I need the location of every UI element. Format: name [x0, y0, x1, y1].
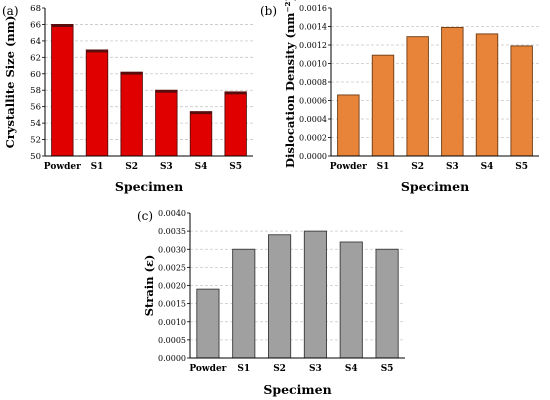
bar-top-edge [224, 91, 247, 95]
bar-s5 [375, 248, 399, 359]
bar-s1 [85, 49, 109, 157]
x-tick-label: S2 [125, 162, 138, 172]
y-tick-label: 56 [30, 103, 41, 113]
x-tick-label: S3 [160, 162, 173, 172]
bar-top-edge [155, 90, 178, 93]
x-tick-label: Powder [189, 364, 226, 374]
y-tick-label: 0.0020 [158, 282, 186, 291]
bar-s3 [303, 230, 327, 359]
y-tick-label: 52 [30, 136, 41, 146]
y-tick-label: 60 [30, 70, 41, 80]
panel-label: (a) [2, 4, 19, 18]
panel-b: (b) 0.0000 0.0002 0.0004 0.0006 0.0008 0.0010 0… [258, 0, 550, 200]
bar-s2 [120, 71, 143, 157]
panel-label: (c) [137, 209, 153, 223]
bar-s3 [155, 89, 178, 157]
y-tick-label: 54 [30, 119, 41, 129]
axes [44, 8, 253, 157]
y-axis-label: Crystallite Size (nm) [3, 16, 17, 149]
x-tick-label: S2 [273, 364, 286, 374]
y-tick-label: 0.0014 [299, 23, 327, 32]
x-tick-label: Powder [44, 162, 81, 172]
chart-a: (a) 50 52 54 56 58 60 62 64 66 68 Powder S1 S2 S3 S4 S5 S… [2, 4, 253, 194]
bar-top-edge [120, 72, 143, 75]
y-axis-label: Strain (ε) [142, 255, 156, 317]
y-tick-label: 0.0010 [158, 318, 186, 327]
bar-top-edge [86, 49, 108, 53]
y-tick-label: 0.0035 [158, 227, 186, 236]
y-tick-label: 64 [30, 37, 41, 47]
x-tick-label: S5 [381, 364, 394, 374]
y-tick-label: 50 [30, 152, 41, 162]
x-axis-label: Specimen [401, 179, 469, 194]
x-tick-label: S5 [229, 162, 242, 172]
x-tick-label: Powder [330, 162, 367, 172]
y-tick-label: 0.0010 [299, 60, 327, 69]
x-tick-label: S3 [446, 162, 459, 172]
y-tick-label: 0.0015 [158, 300, 186, 309]
bar-powder [51, 23, 74, 157]
x-axis-label: Specimen [115, 179, 183, 194]
x-tick-label: S5 [515, 162, 528, 172]
y-tick-label: 0.0025 [158, 263, 186, 272]
axes [189, 213, 405, 359]
bar-top-edge [190, 111, 212, 115]
panel-c: (c) 0.0000 0.0005 0.0010 0.0015 0.0020 0.0025 0… [135, 205, 415, 400]
bar-s2 [268, 234, 292, 359]
bar-powder [196, 288, 220, 359]
bar-s5 [224, 91, 247, 157]
panel-a: (a) 50 52 54 56 58 60 62 64 66 68 Powder S1 S2 S3 S4 S5 S… [0, 0, 270, 200]
y-tick-label: 0.0002 [299, 134, 327, 143]
y-tick-label: 0.0000 [299, 152, 327, 161]
bar-s4 [475, 33, 499, 157]
y-tick-label: 0.0006 [299, 97, 327, 106]
chart-c: (c) 0.0000 0.0005 0.0010 0.0015 0.0020 0.0025 0… [137, 209, 405, 397]
x-tick-label: S4 [345, 364, 358, 374]
bar-s5 [510, 45, 533, 157]
y-tick-label: 0.0040 [158, 209, 186, 218]
y-axis-label: Dislocation Density (nm⁻²) [283, 0, 297, 168]
y-tick-label: 0.0000 [158, 354, 186, 363]
bar-s4 [189, 111, 213, 157]
y-tick-label: 0.0008 [299, 78, 327, 87]
bar-s4 [339, 241, 363, 359]
bar-top-edge [51, 24, 74, 27]
bar-s1 [371, 54, 395, 157]
x-axis-label: Specimen [263, 382, 331, 397]
y-tick-label: 58 [30, 86, 41, 96]
bar-powder [337, 94, 360, 157]
y-tick-label: 0.0012 [299, 41, 327, 50]
y-tick-label: 0.0005 [158, 336, 186, 345]
y-tick-label: 66 [30, 20, 41, 30]
chart-b: (b) 0.0000 0.0002 0.0004 0.0006 0.0008 0.0010 0… [260, 0, 539, 194]
y-tick-label: 62 [30, 53, 41, 63]
y-tick-label: 0.0030 [158, 245, 186, 254]
axes [330, 8, 539, 157]
x-tick-label: S3 [309, 364, 322, 374]
y-tick-label: 0.0004 [299, 115, 327, 124]
y-tick-label: 68 [30, 4, 41, 14]
x-tick-label: S1 [237, 364, 250, 374]
bar-s3 [441, 26, 464, 157]
x-tick-label: S4 [195, 162, 208, 172]
bar-s2 [406, 36, 429, 157]
x-tick-label: S4 [481, 162, 494, 172]
panel-label: (b) [260, 4, 277, 18]
x-tick-label: S1 [91, 162, 104, 172]
bar-s1 [232, 248, 256, 359]
x-tick-label: S1 [377, 162, 390, 172]
x-tick-label: S2 [411, 162, 424, 172]
y-tick-label: 0.0016 [299, 4, 327, 13]
